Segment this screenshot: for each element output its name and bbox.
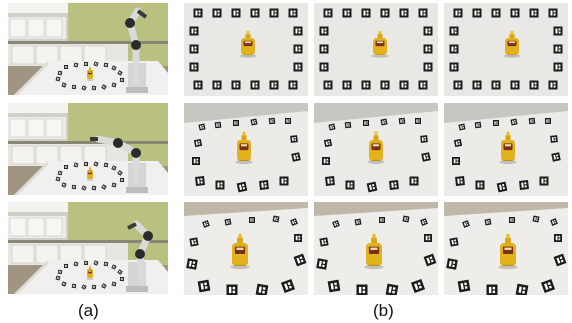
mustard-bottle xyxy=(367,131,385,165)
mustard-bottle xyxy=(230,233,250,270)
mustard-bottle xyxy=(86,66,94,81)
robot-scene-3 xyxy=(8,202,168,294)
mustard-bottle xyxy=(503,31,521,58)
camera-view-r1-c2 xyxy=(314,3,438,96)
camera-view-r1-c3 xyxy=(444,3,568,96)
mustard-bottle xyxy=(86,166,94,181)
camera-view-r1-c1 xyxy=(184,3,308,96)
mustard-bottle xyxy=(371,31,389,58)
camera-view-r2-c3 xyxy=(444,103,568,196)
robot-scene-1 xyxy=(8,3,168,95)
camera-view-r3-c3 xyxy=(444,202,568,295)
mustard-bottle xyxy=(86,265,94,280)
mustard-bottle xyxy=(499,131,517,165)
camera-view-r2-c1 xyxy=(184,103,308,196)
mustard-bottle xyxy=(239,31,257,58)
camera-view-r3-c2 xyxy=(314,202,438,295)
mustard-bottle xyxy=(235,131,253,165)
camera-view-r2-c2 xyxy=(314,103,438,196)
mustard-bottle xyxy=(364,233,384,270)
camera-view-r3-c1 xyxy=(184,202,308,295)
robot-scene-2 xyxy=(8,103,168,195)
caption-a: (a) xyxy=(78,301,99,320)
mustard-bottle xyxy=(498,233,518,270)
caption-b: (b) xyxy=(373,301,394,320)
